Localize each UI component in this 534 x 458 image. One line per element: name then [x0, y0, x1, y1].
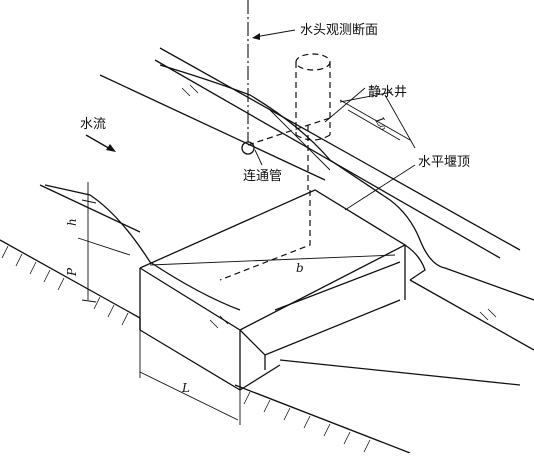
head-section-line: [247, 0, 296, 142]
symbol-b: b: [296, 261, 304, 275]
label-weir-crest: 水平堰顶: [418, 155, 470, 170]
symbol-p: P: [65, 267, 79, 277]
ground-hatching: [1, 84, 497, 453]
label-connecting-pipe: 连通管: [243, 168, 282, 184]
channel-walls: [0, 47, 534, 454]
flow-arrow: [85, 134, 116, 152]
symbol-l0: L₀: [372, 114, 391, 133]
l0-dimension: [339, 91, 416, 149]
stilling-well: [295, 53, 331, 141]
leaders: [254, 87, 416, 211]
label-flow: 水流: [80, 117, 106, 132]
weir-block: [139, 189, 426, 391]
label-stilling-well: 静水井: [368, 85, 407, 100]
label-head-section: 水头观测断面: [300, 23, 378, 38]
symbol-h: h: [65, 218, 79, 226]
symbol-l: L: [181, 381, 190, 395]
connecting-pipe: [219, 117, 331, 281]
dimensions: [77, 182, 396, 425]
water-surface: [44, 64, 534, 311]
